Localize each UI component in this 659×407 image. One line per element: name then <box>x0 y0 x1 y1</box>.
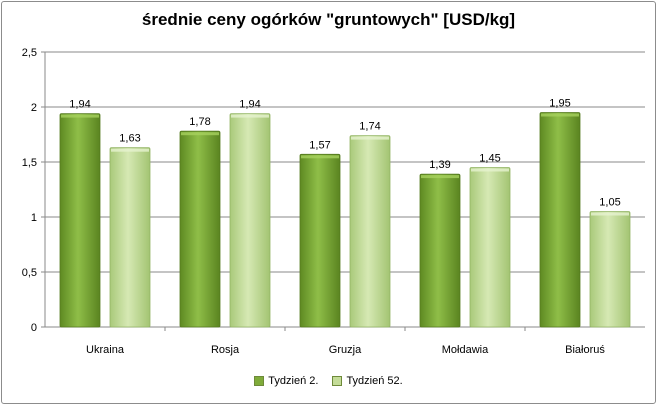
y-tick-label: 0 <box>31 322 37 334</box>
legend: Tydzień 2. Tydzień 52. <box>0 375 657 387</box>
bar-series-1 <box>59 113 101 328</box>
bar-series-2 <box>589 211 631 328</box>
x-tick-label: Rosja <box>211 344 240 356</box>
y-tick-label: 2,5 <box>22 47 37 59</box>
bar-bevel <box>541 113 579 117</box>
y-tick-label: 0,5 <box>22 267 37 279</box>
data-label: 1,78 <box>189 116 210 128</box>
bar-bevel <box>301 155 339 159</box>
bar-series-2 <box>229 113 271 328</box>
bar-series-2 <box>469 167 511 328</box>
legend-label-series-1: Tydzień 2. <box>268 375 319 387</box>
axes: 0 0,5 1 1,5 2 2,5 Ukraina Rosja Gruzja Mołdawia Bi… <box>22 47 645 356</box>
data-label: 1,57 <box>309 139 330 151</box>
bar-bevel <box>351 136 389 140</box>
bar-bevel <box>61 114 99 118</box>
data-label: 1,45 <box>479 153 500 165</box>
y-tick-label: 1,5 <box>22 157 37 169</box>
x-tick-label: Ukraina <box>86 344 125 356</box>
bar-bevel <box>231 114 269 118</box>
bar-bevel <box>421 175 459 179</box>
bar-series-2 <box>349 135 391 328</box>
legend-swatch-series-2 <box>332 376 343 386</box>
bar-series-2 <box>109 147 151 328</box>
data-label: 1,05 <box>599 197 620 209</box>
data-label: 1,39 <box>429 159 450 171</box>
chart-title: średnie ceny ogórków "gruntowych" [USD/k… <box>141 10 516 29</box>
bar-bevel <box>591 212 629 216</box>
bar-series-1 <box>299 153 341 328</box>
bar-series-1 <box>539 112 581 328</box>
bars <box>59 112 631 328</box>
x-tick-label: Mołdawia <box>442 344 489 356</box>
legend-item-series-1: Tydzień 2. <box>254 375 318 387</box>
bar-series-1 <box>179 130 221 328</box>
legend-label-series-2: Tydzień 52. <box>346 375 403 387</box>
bar-bevel <box>111 148 149 152</box>
y-tick-label: 2 <box>31 102 37 114</box>
data-label: 1,95 <box>549 98 570 110</box>
bar-bevel <box>181 132 219 136</box>
data-label: 1,74 <box>359 121 380 133</box>
bar-series-1 <box>419 173 461 328</box>
legend-swatch-series-1 <box>254 376 265 386</box>
bar-bevel <box>471 168 509 172</box>
data-label: 1,94 <box>239 99 260 111</box>
labels: 1,94 1,63 1,78 1,94 1,57 1,74 1,39 1,45 1,95 1,05 <box>69 98 620 209</box>
data-label: 1,63 <box>119 133 140 145</box>
x-tick-label: Białoruś <box>565 344 605 356</box>
legend-item-series-2: Tydzień 52. <box>332 375 403 387</box>
y-tick-label: 1 <box>31 212 37 224</box>
x-tick-label: Gruzja <box>329 344 362 356</box>
data-label: 1,94 <box>69 99 90 111</box>
